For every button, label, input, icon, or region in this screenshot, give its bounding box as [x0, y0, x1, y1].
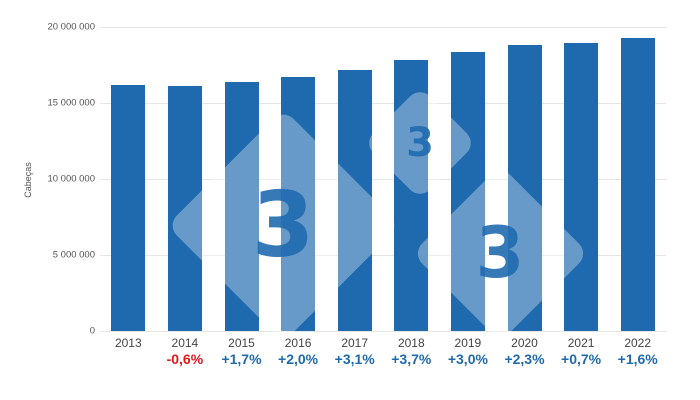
- watermark-glyph: 3: [406, 120, 434, 166]
- y-tick-label: 10 000 000: [47, 173, 95, 185]
- growth-label: +1,7%: [221, 351, 262, 367]
- growth-label: -0,6%: [166, 351, 204, 367]
- bar-2020: [507, 45, 542, 331]
- growth-label: +1,6%: [617, 351, 658, 367]
- bar-2019: [450, 52, 485, 331]
- gridline: [100, 179, 666, 180]
- x-tick-label: 2018: [397, 336, 425, 350]
- x-tick-label: 2017: [341, 336, 369, 350]
- x-tick-label: 2020: [511, 336, 538, 350]
- watermark-glyph: 3: [475, 212, 525, 294]
- gridline: [100, 255, 666, 256]
- y-axis-label: Cabeças: [23, 162, 33, 198]
- y-tick-label: 5 000 000: [52, 249, 95, 261]
- bar-2015: [224, 81, 259, 331]
- x-tick-label: 2016: [284, 336, 312, 350]
- bar-2018: [394, 60, 429, 331]
- x-tick-label: 2022: [624, 336, 652, 350]
- gridline: [100, 27, 666, 28]
- y-tick-label: 15 000 000: [47, 97, 95, 109]
- watermark-glyph: 3: [251, 172, 315, 278]
- bar-2013: [111, 84, 146, 331]
- y-tick-label: 20 000 000: [47, 21, 95, 33]
- bar-2017: [337, 69, 372, 331]
- growth-label: +0,7%: [561, 351, 602, 367]
- y-tick-label: 0: [89, 325, 95, 337]
- growth-label: +3,1%: [334, 351, 375, 367]
- growth-label: +2,3%: [504, 351, 545, 367]
- bar-2022: [620, 38, 655, 331]
- gridline: [100, 331, 666, 332]
- x-tick-label: 2021: [567, 336, 595, 350]
- x-tick-label: 2013: [114, 336, 142, 350]
- x-tick-label: 2015: [228, 336, 255, 350]
- bar-2016: [281, 77, 316, 331]
- growth-label: +3,0%: [447, 351, 488, 367]
- gridline: [100, 103, 666, 104]
- bar-2014: [167, 86, 202, 331]
- x-tick-label: 2019: [454, 336, 482, 350]
- growth-label: +2,0%: [278, 351, 319, 367]
- bar-2021: [564, 42, 599, 331]
- growth-label: +3,7%: [391, 351, 432, 367]
- x-tick-label: 2014: [171, 336, 199, 350]
